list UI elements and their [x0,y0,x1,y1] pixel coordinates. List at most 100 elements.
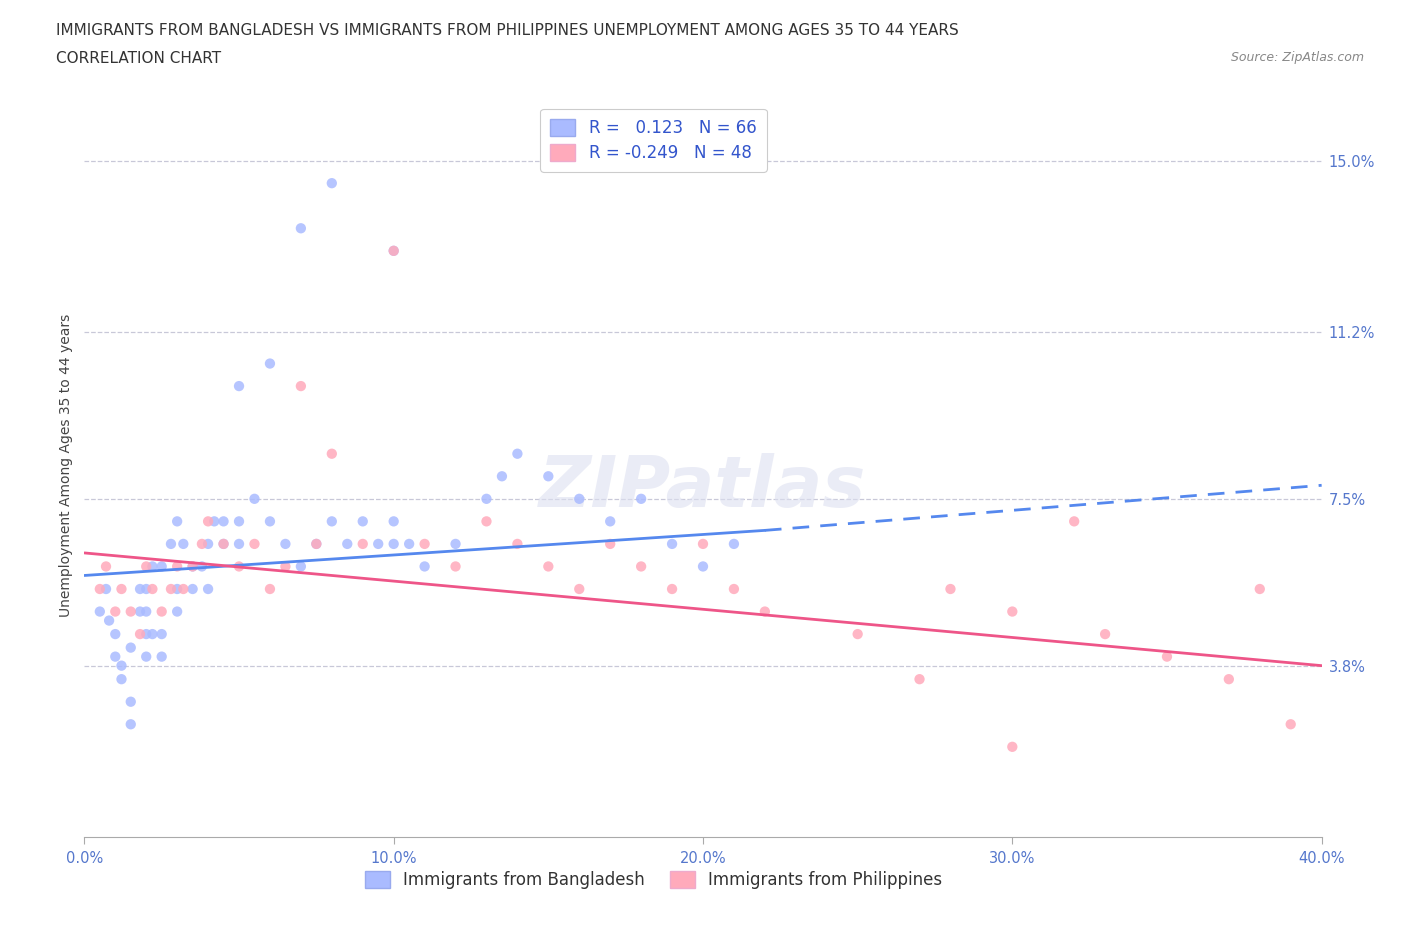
Point [367,537,389,551]
Point [166,604,188,619]
Text: CORRELATION CHART: CORRELATION CHART [56,51,221,66]
Point [191,559,214,574]
Point [398,537,420,551]
Point [1279,717,1302,732]
Point [846,627,869,642]
Point [150,627,173,642]
Point [135,581,157,596]
Point [228,514,250,529]
Point [135,649,157,664]
Point [120,695,142,710]
Point [382,537,405,551]
Point [181,581,204,596]
Point [243,491,266,506]
Point [160,581,183,596]
Point [1063,514,1085,529]
Point [723,537,745,551]
Point [382,514,405,529]
Text: Source: ZipAtlas.com: Source: ZipAtlas.com [1230,51,1364,64]
Point [135,559,157,574]
Point [212,537,235,551]
Point [150,649,173,664]
Point [352,41,374,56]
Point [723,581,745,596]
Point [243,537,266,551]
Point [120,717,142,732]
Point [129,581,152,596]
Point [181,559,204,574]
Point [661,581,683,596]
Point [305,537,328,551]
Point [141,581,163,596]
Point [321,446,343,461]
Point [274,559,297,574]
Point [98,613,121,628]
Point [104,627,127,642]
Point [259,581,281,596]
Point [135,604,157,619]
Point [754,604,776,619]
Point [537,559,560,574]
Point [212,514,235,529]
Point [630,491,652,506]
Point [191,537,214,551]
Point [150,559,173,574]
Point [939,581,962,596]
Point [568,491,591,506]
Point [290,379,312,393]
Point [568,581,591,596]
Point [413,559,436,574]
Point [506,537,529,551]
Point [491,469,513,484]
Text: IMMIGRANTS FROM BANGLADESH VS IMMIGRANTS FROM PHILIPPINES UNEMPLOYMENT AMONG AGE: IMMIGRANTS FROM BANGLADESH VS IMMIGRANTS… [56,23,959,38]
Point [352,514,374,529]
Text: ZIPatlas: ZIPatlas [540,453,866,522]
Point [908,671,931,686]
Point [444,559,467,574]
Point [475,491,498,506]
Point [382,244,405,259]
Point [135,627,157,642]
Point [352,537,374,551]
Point [537,469,560,484]
Point [197,537,219,551]
Point [129,604,152,619]
Point [120,640,142,655]
Point [150,604,173,619]
Point [104,649,127,664]
Point [321,514,343,529]
Point [110,658,132,673]
Point [172,581,194,596]
Point [89,604,111,619]
Point [661,537,683,551]
Point [444,537,467,551]
Point [274,537,297,551]
Point [110,581,132,596]
Point [166,514,188,529]
Point [120,604,142,619]
Point [141,559,163,574]
Point [475,514,498,529]
Point [89,581,111,596]
Point [599,514,621,529]
Point [413,537,436,551]
Point [197,581,219,596]
Point [336,537,359,551]
Point [94,559,117,574]
Point [166,559,188,574]
Point [129,627,152,642]
Point [228,537,250,551]
Point [1001,604,1024,619]
Point [305,537,328,551]
Legend: Immigrants from Bangladesh, Immigrants from Philippines: Immigrants from Bangladesh, Immigrants f… [359,864,949,896]
Point [321,176,343,191]
Point [1218,671,1240,686]
Point [160,537,183,551]
Point [228,379,250,393]
Point [506,446,529,461]
Point [1249,581,1271,596]
Point [202,514,225,529]
Point [259,356,281,371]
Point [110,671,132,686]
Point [197,514,219,529]
